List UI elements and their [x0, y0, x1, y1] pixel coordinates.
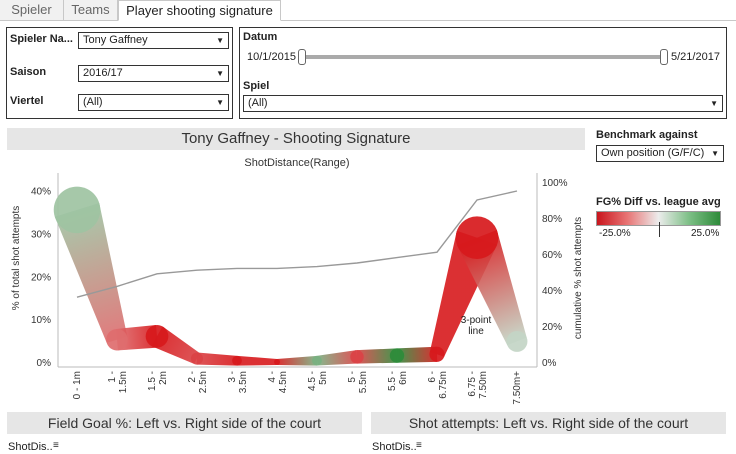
x-tick-label: 5 -5.5m — [347, 371, 369, 393]
y-tick-label: 10% — [31, 315, 51, 326]
shot-attempts-left-right-title: Shot attempts: Left vs. Right side of th… — [371, 412, 726, 434]
dropdown-arrow-icon: ▼ — [216, 98, 224, 107]
chart-main-title: Tony Gaffney - Shooting Signature — [7, 128, 585, 150]
x-tick-label: 3 -3.5m — [227, 371, 249, 393]
sort-icon[interactable]: ≡ — [53, 440, 59, 451]
tab-teams[interactable]: Teams — [64, 0, 118, 20]
quarter-label: Viertel — [10, 95, 44, 107]
date-slider-start-handle[interactable] — [298, 49, 306, 65]
x-tick-label: 6.75 -7.50m — [467, 371, 489, 399]
shot-share-segment — [316, 350, 358, 366]
fg-percent-left-right-title: Field Goal %: Left vs. Right side of the… — [7, 412, 362, 434]
x-tick-label: 2 -2.5m — [187, 371, 209, 393]
shot-share-point — [232, 355, 242, 366]
date-range-slider[interactable] — [303, 55, 665, 59]
legend-zero-marker — [659, 222, 660, 237]
shot-share-point — [350, 350, 364, 364]
dropdown-arrow-icon: ▼ — [710, 99, 718, 108]
chart-subtitle: ShotDistance(Range) — [244, 157, 349, 169]
dropdown-arrow-icon: ▼ — [711, 149, 719, 158]
shot-share-point — [389, 348, 405, 363]
shot-share-point — [106, 328, 128, 351]
dropdown-arrow-icon: ▼ — [216, 69, 224, 78]
y-tick-label: 20% — [31, 272, 51, 283]
y2-tick-label: 80% — [542, 214, 562, 225]
shot-share-point — [53, 186, 101, 234]
player-name-dropdown[interactable]: Tony Gaffney ▼ — [78, 32, 229, 49]
shot-share-segment — [276, 355, 318, 366]
date-slider-end-handle[interactable] — [660, 49, 668, 65]
annotation-3pt-line1: 3-point — [461, 315, 492, 326]
y2-tick-label: 20% — [542, 322, 562, 333]
x-tick-label: 0 - 1m — [72, 371, 83, 399]
y2-tick-label: 60% — [542, 250, 562, 261]
shot-share-segment — [236, 355, 278, 366]
game-label: Spiel — [243, 80, 270, 92]
benchmark-dropdown[interactable]: Own position (G/F/C) ▼ — [596, 145, 724, 162]
season-dropdown[interactable]: 2016/17 ▼ — [78, 65, 229, 82]
y2-tick-label: 0% — [542, 358, 557, 369]
tab-player-shooting-signature[interactable]: Player shooting signature — [118, 0, 281, 21]
shot-share-segment — [429, 230, 498, 357]
game-value: (All) — [248, 97, 268, 109]
season-label: Saison — [10, 66, 47, 78]
shot-share-point — [312, 355, 322, 366]
shot-share-point — [429, 346, 445, 362]
y2-tick-label: 40% — [542, 286, 562, 297]
season-value: 2016/17 — [83, 67, 123, 79]
game-dropdown[interactable]: (All) ▼ — [243, 95, 723, 112]
tab-spieler[interactable]: Spieler — [0, 0, 64, 20]
shot-share-point — [190, 352, 204, 365]
x-tick-label: 5.5 -6m — [387, 371, 409, 391]
dropdown-arrow-icon: ▼ — [216, 36, 224, 45]
shot-share-point — [506, 330, 528, 352]
cumulative-line — [76, 190, 518, 298]
y-axis-title: % of total shot attempts — [11, 206, 22, 311]
shot-share-segment — [54, 203, 128, 343]
shot-share-segment — [356, 348, 398, 364]
x-tick-label: 1 -1.5m — [107, 371, 129, 393]
benchmark-label: Benchmark against — [596, 129, 698, 141]
quarter-value: (All) — [83, 96, 103, 108]
shot-share-segment — [457, 230, 527, 346]
y2-tick-label: 100% — [542, 178, 568, 189]
quarter-dropdown[interactable]: (All) ▼ — [78, 94, 229, 111]
benchmark-value: Own position (G/F/C) — [601, 147, 705, 159]
y-tick-label: 40% — [31, 187, 51, 198]
shot-share-point — [455, 216, 499, 260]
filter-panel-date-game: Datum 10/1/2015 5/21/2017 Spiel (All) ▼ — [239, 27, 727, 119]
y-tick-label: 30% — [31, 229, 51, 240]
tab-bar: Spieler Teams Player shooting signature — [0, 0, 736, 21]
date-start: 10/1/2015 — [247, 51, 296, 63]
filter-panel-player: Spieler Na... Tony Gaffney ▼ Saison 2016… — [6, 27, 233, 119]
player-name-value: Tony Gaffney — [83, 34, 148, 46]
y2-axis-title: cumulative % shot attempts — [573, 217, 584, 339]
x-tick-label: 7.50m+ — [512, 371, 523, 405]
legend-min-label: -25.0% — [599, 228, 631, 239]
right-shot-distance-field[interactable]: ShotDis.. — [372, 441, 417, 453]
left-shot-distance-field[interactable]: ShotDis.. — [8, 441, 53, 453]
sort-icon[interactable]: ≡ — [416, 440, 422, 451]
y-tick-label: 0% — [37, 358, 52, 369]
shot-share-point — [274, 359, 280, 365]
x-tick-label: 4.5 -5m — [307, 371, 329, 391]
shot-share-point — [145, 324, 169, 348]
shot-share-segment — [396, 346, 438, 363]
player-name-label: Spieler Na... — [10, 33, 73, 45]
shot-share-segment — [151, 326, 200, 364]
x-tick-label: 1.5 -2m — [147, 371, 169, 391]
shot-share-segment — [116, 324, 158, 351]
legend-max-label: 25.0% — [691, 228, 720, 239]
date-end: 5/21/2017 — [671, 51, 720, 63]
shot-share-segment — [196, 352, 238, 366]
legend-color-ramp — [596, 211, 721, 226]
legend-title: FG% Diff vs. league avg — [596, 196, 721, 208]
x-tick-label: 4 -4.5m — [267, 371, 289, 393]
x-tick-label: 6 -6.75m — [427, 371, 449, 399]
date-label: Datum — [243, 31, 278, 43]
annotation-3pt-line2: line — [468, 326, 484, 337]
